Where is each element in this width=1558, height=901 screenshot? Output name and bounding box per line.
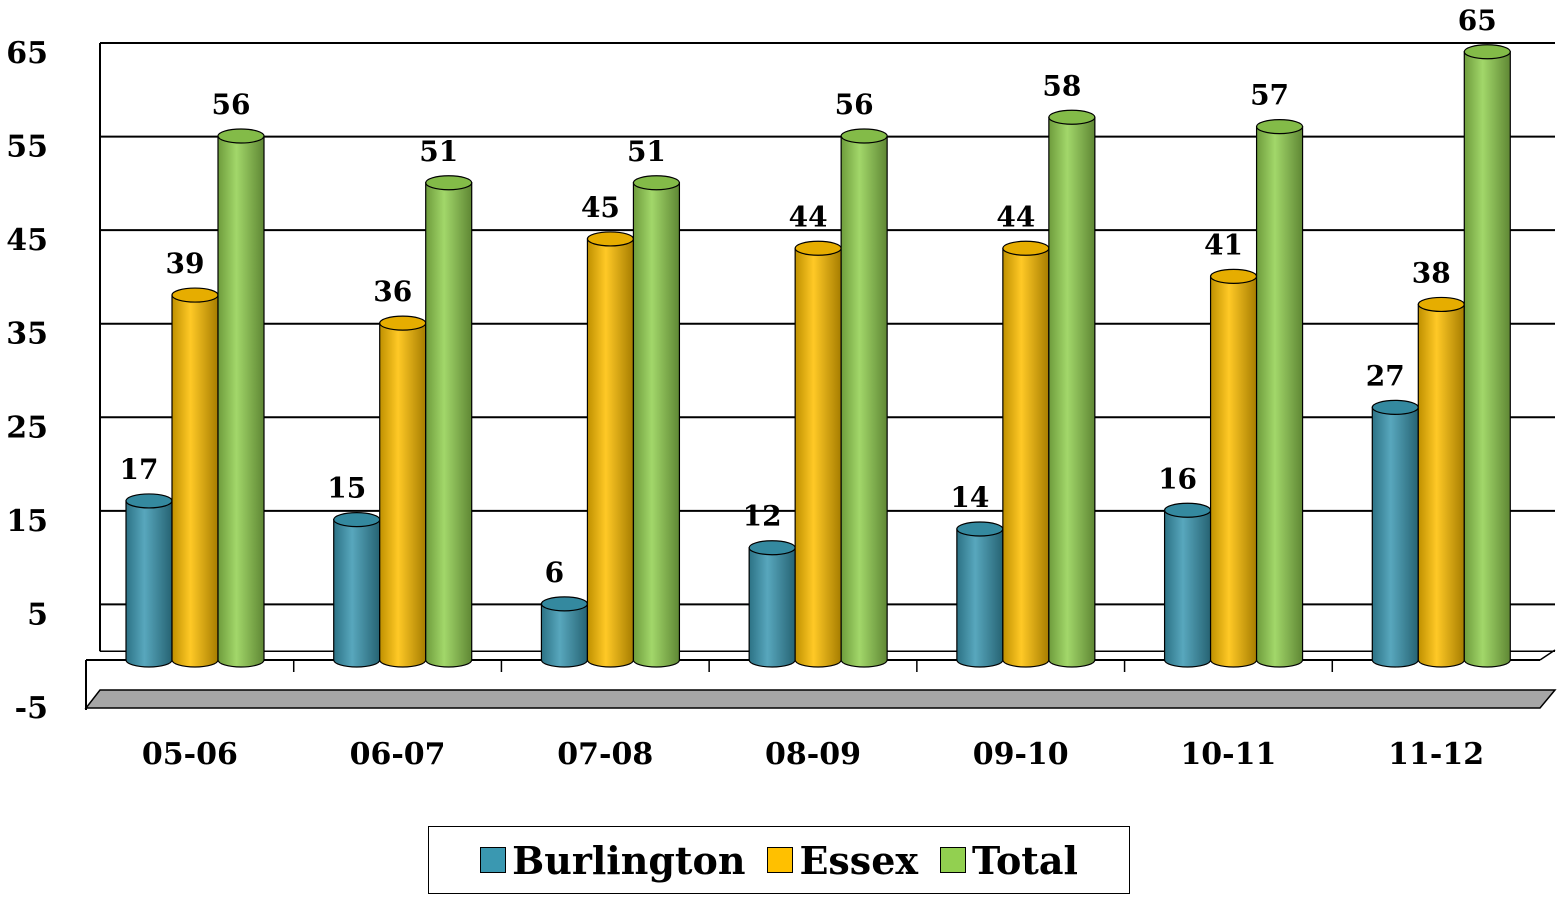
bar-essex-11-12 <box>1417 303 1465 668</box>
bar-top-essex-06-07 <box>379 315 427 331</box>
bar-top-total-10-11 <box>1255 119 1304 135</box>
data-label: 36 <box>373 275 412 308</box>
data-label: 14 <box>950 481 989 514</box>
legend-swatch-total <box>940 847 967 873</box>
bar-top-total-05-06 <box>217 128 265 144</box>
data-label: 51 <box>627 135 666 168</box>
data-label: 38 <box>1412 256 1451 289</box>
y-tick-label: 45 <box>6 223 48 258</box>
bar-total-09-10 <box>1048 116 1096 668</box>
data-label: 39 <box>166 247 205 280</box>
bar-total-06-07 <box>425 182 473 668</box>
data-label: 27 <box>1366 359 1405 392</box>
bar-total-08-09 <box>840 135 888 668</box>
data-label: 44 <box>996 200 1035 233</box>
bar-top-essex-09-10 <box>1002 240 1050 256</box>
bar-top-burlington-11-12 <box>1371 399 1419 415</box>
bar-burlington-06-07 <box>333 519 381 668</box>
data-label: 17 <box>120 453 159 486</box>
bar-essex-05-06 <box>171 294 219 668</box>
x-tick-label: 11-12 <box>1388 737 1484 772</box>
data-label: 41 <box>1204 228 1243 261</box>
bar-top-burlington-09-10 <box>956 521 1004 537</box>
bar-burlington-07-08 <box>540 603 589 668</box>
bar-essex-08-09 <box>794 247 842 668</box>
bar-top-burlington-07-08 <box>540 596 589 612</box>
data-label: 45 <box>581 191 620 224</box>
bar-top-total-08-09 <box>840 128 888 144</box>
data-label: 58 <box>1042 69 1081 102</box>
y-tick-label: -5 <box>15 691 48 726</box>
y-tick-label: 15 <box>6 504 48 539</box>
legend-label-burlington: Burlington <box>512 837 746 883</box>
bar-top-essex-10-11 <box>1209 268 1258 284</box>
bar-top-essex-07-08 <box>586 231 635 247</box>
data-label: 51 <box>419 135 458 168</box>
data-label: 12 <box>743 500 782 533</box>
data-label: 56 <box>835 88 874 121</box>
legend-label-essex: Essex <box>799 837 919 883</box>
bar-top-essex-11-12 <box>1417 296 1465 313</box>
data-label: 57 <box>1250 79 1289 112</box>
bar-burlington-05-06 <box>125 500 173 668</box>
x-tick-label: 05-06 <box>142 737 238 772</box>
bar-top-total-09-10 <box>1048 109 1096 125</box>
bar-essex-07-08 <box>586 238 635 668</box>
x-tick-label: 09-10 <box>973 737 1069 772</box>
y-tick-label: 65 <box>6 36 48 71</box>
legend-item-essex: Essex <box>767 838 918 883</box>
x-tick-label: 07-08 <box>557 737 653 772</box>
bar-top-total-06-07 <box>425 175 473 191</box>
bar-burlington-10-11 <box>1163 509 1212 668</box>
data-label: 16 <box>1158 462 1197 495</box>
x-tick-label: 08-09 <box>765 737 861 772</box>
bar-total-05-06 <box>217 135 265 668</box>
y-tick-label: 55 <box>6 130 48 165</box>
legend: Burlington Essex Total <box>428 826 1130 894</box>
bar-top-burlington-06-07 <box>333 512 381 528</box>
bar-top-burlington-05-06 <box>125 493 173 509</box>
bar-essex-09-10 <box>1002 247 1050 668</box>
bar-essex-06-07 <box>379 322 427 668</box>
y-tick-label: 25 <box>6 410 48 445</box>
bar-top-essex-08-09 <box>794 240 842 256</box>
y-tick-label: 5 <box>27 597 48 632</box>
bar-burlington-11-12 <box>1371 406 1419 668</box>
legend-item-burlington: Burlington <box>480 838 745 883</box>
legend-item-total: Total <box>940 838 1078 883</box>
bar-burlington-09-10 <box>956 528 1004 668</box>
bar-top-total-11-12 <box>1463 44 1511 60</box>
baseline-zero-edge <box>1539 649 1556 661</box>
legend-swatch-burlington <box>480 847 507 873</box>
data-label: 56 <box>212 88 251 121</box>
data-label: 44 <box>789 200 828 233</box>
data-label: 6 <box>545 556 564 589</box>
bar-total-10-11 <box>1255 126 1304 668</box>
data-label: 15 <box>327 472 366 505</box>
y-tick-label: 35 <box>6 317 48 352</box>
bar-total-11-12 <box>1463 51 1511 668</box>
bar-burlington-08-09 <box>748 547 796 668</box>
bar-top-burlington-08-09 <box>748 540 796 556</box>
data-label: 65 <box>1458 4 1497 37</box>
bar-top-burlington-10-11 <box>1163 502 1212 518</box>
bar-essex-10-11 <box>1209 275 1258 668</box>
legend-label-total: Total <box>972 837 1078 883</box>
x-tick-label: 10-11 <box>1180 737 1276 772</box>
floor <box>84 689 1557 709</box>
bar-total-07-08 <box>632 182 681 668</box>
bar-top-total-07-08 <box>632 175 681 191</box>
bar-top-essex-05-06 <box>171 287 219 303</box>
x-tick-label: 06-07 <box>350 737 446 772</box>
legend-swatch-essex <box>767 847 794 873</box>
